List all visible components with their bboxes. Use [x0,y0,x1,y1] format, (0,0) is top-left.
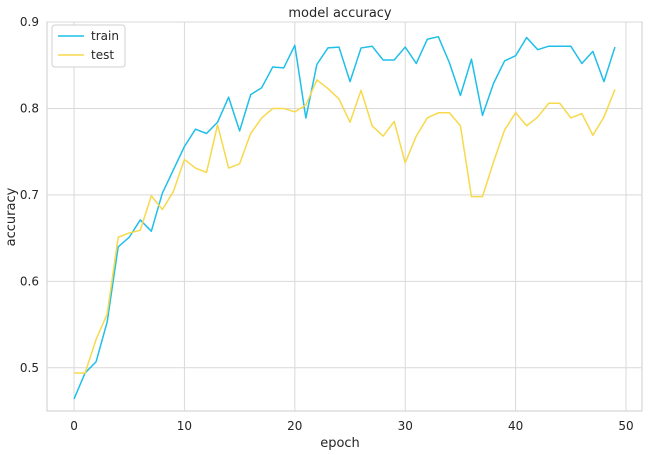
y-tick-label: 0.6 [20,274,39,288]
y-tick-label: 0.5 [20,361,39,375]
series-layer [73,35,616,400]
y-tick-label: 0.8 [20,101,39,115]
legend: train test [51,24,126,68]
y-axis-label: accuracy [4,187,19,246]
grid-lines [47,21,642,411]
x-axis-label: epoch [320,436,360,451]
x-tick-label: 30 [398,419,413,433]
series-line-train [73,35,616,400]
y-tick-labels: 0.5 0.6 0.7 0.8 0.9 [20,15,39,375]
chart-title: model accuracy [288,6,392,21]
y-tick-label: 0.7 [20,188,39,202]
plot-area [46,21,643,412]
x-tick-label: 40 [508,419,523,433]
legend-label-test: test [91,48,114,62]
x-tick-label: 20 [287,419,302,433]
x-tick-label: 0 [70,419,78,433]
legend-label-train: train [91,29,119,43]
series-line-test [74,79,616,374]
y-tick-label: 0.9 [20,15,39,29]
x-tick-labels: 0 10 20 30 40 50 [70,419,633,433]
x-tick-label: 10 [177,419,192,433]
x-tick-label: 50 [618,419,633,433]
